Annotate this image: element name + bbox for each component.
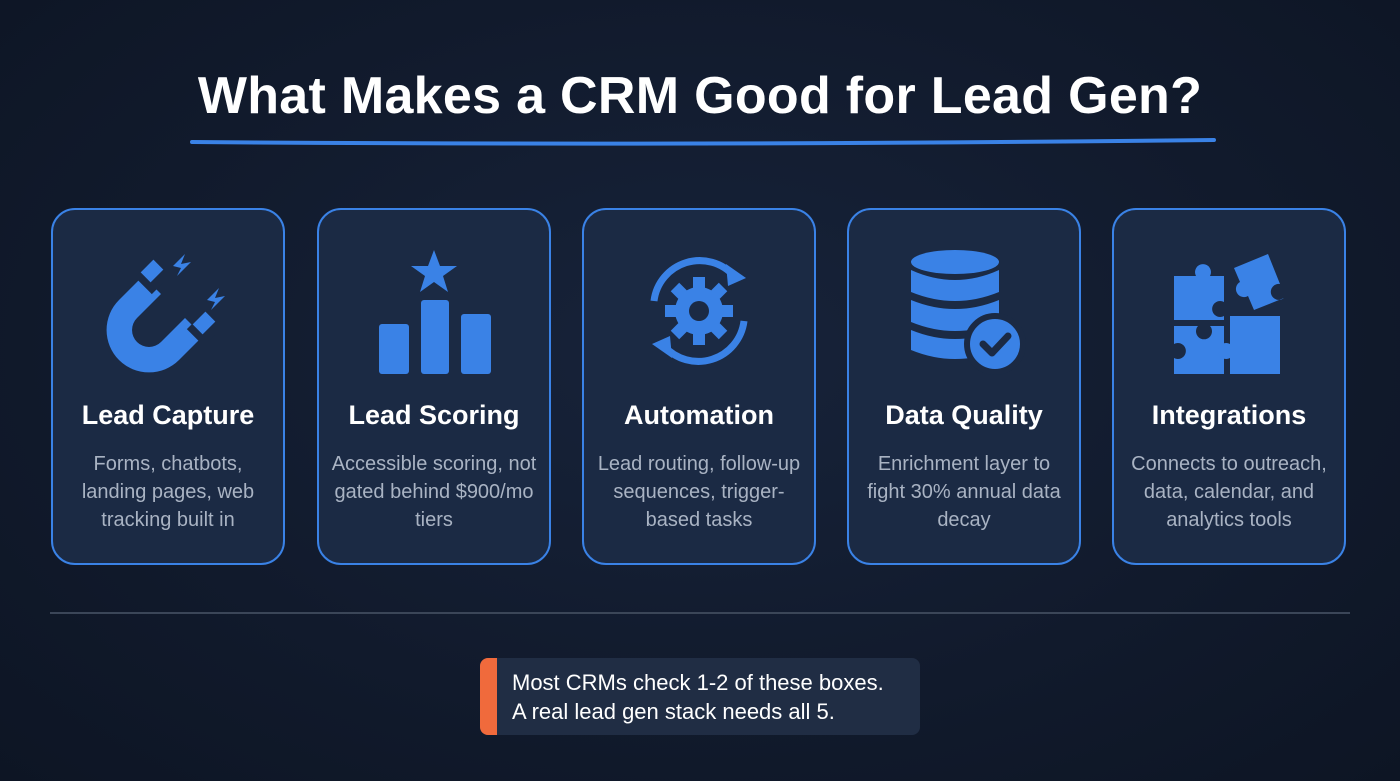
card-description: Lead routing, follow-up sequences, trigg…	[597, 453, 801, 531]
card-title: Lead Capture	[81, 400, 255, 430]
card-lead-capture: Lead Capture Forms, chatbots, landing pa…	[51, 208, 285, 565]
card-description: Accessible scoring, not gated behind $90…	[331, 453, 537, 531]
card-description: Forms, chatbots, landing pages, web trac…	[81, 453, 255, 531]
title-underline	[190, 138, 1216, 146]
card-lead-scoring: Lead Scoring Accessible scoring, not gat…	[317, 208, 551, 565]
database-check-icon	[849, 246, 1079, 376]
callout-box: Most CRMs check 1-2 of these boxes. A re…	[480, 658, 920, 735]
card-title: Data Quality	[885, 400, 1043, 430]
card-automation: Automation Lead routing, follow-up seque…	[582, 208, 816, 565]
callout-accent-bar	[480, 658, 497, 735]
card-title: Automation	[624, 400, 774, 430]
card-title: Lead Scoring	[348, 400, 520, 430]
bar-chart-star-icon	[319, 246, 549, 376]
card-description: Enrichment layer to fight 30% annual dat…	[867, 453, 1061, 531]
puzzle-icon	[1114, 246, 1344, 376]
magnet-icon	[53, 246, 283, 376]
card-description: Connects to outreach, data, calendar, an…	[1131, 453, 1327, 531]
callout-line-1: Most CRMs check 1-2 of these boxes.	[512, 670, 884, 695]
divider	[50, 612, 1350, 614]
card-title: Integrations	[1151, 400, 1307, 430]
card-integrations: Integrations Connects to outreach, data,…	[1112, 208, 1346, 565]
callout-line-2: A real lead gen stack needs all 5.	[512, 699, 835, 724]
page-title: What Makes a CRM Good for Lead Gen?	[197, 67, 1203, 125]
card-data-quality: Data Quality Enrichment layer to fight 3…	[847, 208, 1081, 565]
gear-cycle-icon	[584, 246, 814, 376]
